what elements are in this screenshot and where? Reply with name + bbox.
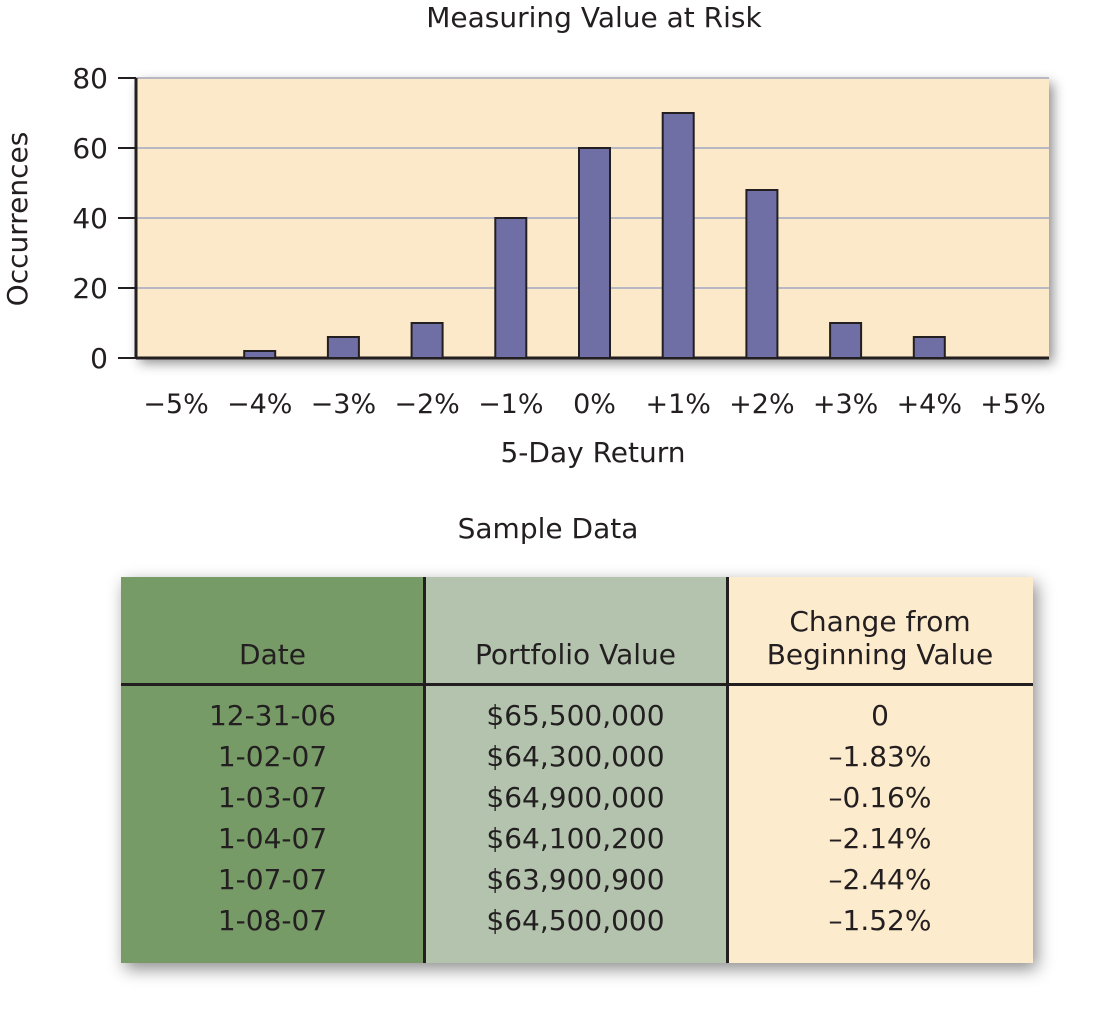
bar xyxy=(326,336,360,359)
x-tick-label: −1% xyxy=(478,389,543,420)
table-row: 1-03-07 $64,900,000 –0.16% xyxy=(121,777,1033,818)
bar xyxy=(243,350,277,359)
y-tick-label: 20 xyxy=(72,272,108,305)
change-cell: –2.14% xyxy=(828,822,932,855)
x-tick-label: −2% xyxy=(394,389,459,420)
x-tick-label: −3% xyxy=(311,389,376,420)
change-cell: –1.83% xyxy=(828,740,932,773)
date-column-bg xyxy=(121,577,424,963)
bar xyxy=(661,112,695,359)
x-tick-label: 0% xyxy=(573,389,616,420)
bar xyxy=(578,147,611,359)
date-cell: 1-03-07 xyxy=(217,781,328,814)
table-row: 1-08-07 $64,500,000 –1.52% xyxy=(121,900,1033,941)
bar xyxy=(494,217,528,359)
y-tick-label: 80 xyxy=(72,62,108,95)
x-tick-label: +2% xyxy=(729,389,794,420)
sample-data-table: Date Portfolio Value Change from Beginni… xyxy=(121,577,1033,963)
table-body: 12-31-06 $65,500,000 0 1-02-07 $64,300,000 –1… xyxy=(121,695,1033,941)
portfolio-value-cell: $64,500,000 xyxy=(486,904,665,937)
date-cell: 12-31-06 xyxy=(208,699,337,732)
x-tick-label: +1% xyxy=(645,389,710,420)
date-cell: 1-07-07 xyxy=(217,863,328,896)
y-tick-label: 0 xyxy=(90,342,108,375)
y-tick-label: 60 xyxy=(72,132,108,165)
header-divider xyxy=(121,683,1033,686)
bar xyxy=(912,336,946,359)
bar xyxy=(745,189,779,359)
table-row: 1-04-07 $64,100,200 –2.14% xyxy=(121,818,1033,859)
bar xyxy=(829,322,863,359)
table-title: Sample Data xyxy=(457,512,639,545)
chart-title: Measuring Value at Risk xyxy=(426,1,762,34)
x-axis-label: 5-Day Return xyxy=(500,436,685,469)
header-date: Date xyxy=(239,638,306,671)
portfolio-value-cell: $64,900,000 xyxy=(486,781,665,814)
portfolio-value-cell: $64,100,200 xyxy=(486,822,665,855)
x-tick-label: +3% xyxy=(813,389,878,420)
date-cell: 1-02-07 xyxy=(217,740,328,773)
x-tick-label: −4% xyxy=(227,389,292,420)
header-change: Change from Beginning Value xyxy=(766,605,994,671)
x-tick-label: +4% xyxy=(897,389,962,420)
column-divider xyxy=(726,577,729,963)
table-row: 1-07-07 $63,900,900 –2.44% xyxy=(121,859,1033,900)
date-cell: 1-04-07 xyxy=(217,822,328,855)
bar xyxy=(410,322,444,359)
table-row: 1-02-07 $64,300,000 –1.83% xyxy=(121,736,1033,777)
change-cell: –2.44% xyxy=(828,863,932,896)
portfolio-value-cell: $63,900,900 xyxy=(486,863,665,896)
table-row: 12-31-06 $65,500,000 0 xyxy=(121,695,1033,736)
date-cell: 1-08-07 xyxy=(217,904,328,937)
portfolio-value-cell: $65,500,000 xyxy=(486,699,665,732)
column-divider xyxy=(423,577,426,963)
portfolio-value-column-bg xyxy=(424,577,727,963)
histogram-chart: Measuring Value at Risk 0 20 40 60 80 −5% −4%… xyxy=(1,1,1049,469)
portfolio-value-cell: $64,300,000 xyxy=(486,740,665,773)
change-cell: –1.52% xyxy=(828,904,932,937)
change-cell: 0 xyxy=(871,699,889,732)
header-portfolio-value: Portfolio Value xyxy=(475,638,676,671)
change-column-bg xyxy=(727,577,1033,963)
x-tick-label: −5% xyxy=(143,389,208,420)
y-tick-label: 40 xyxy=(72,202,108,235)
y-axis-label: Occurrences xyxy=(1,132,34,307)
x-tick-label: +5% xyxy=(980,389,1045,420)
change-cell: –0.16% xyxy=(828,781,932,814)
